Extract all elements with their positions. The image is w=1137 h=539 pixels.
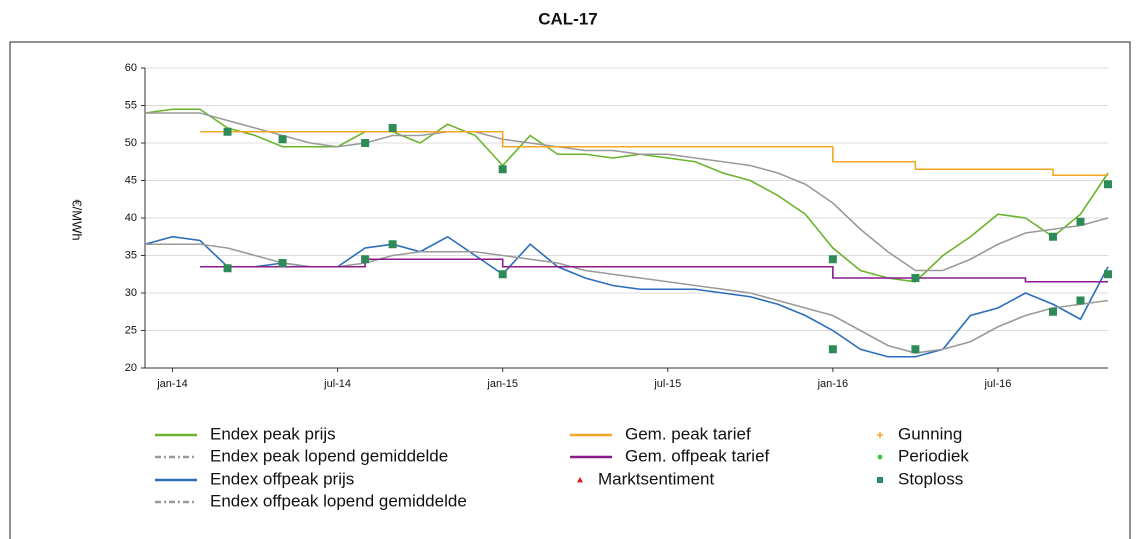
marker [828, 255, 837, 264]
marker [911, 345, 920, 354]
marker [388, 124, 397, 132]
legend-label: Stoploss [898, 469, 963, 488]
marker [498, 270, 507, 279]
y-tick-label: 20 [125, 362, 137, 374]
y-tick-label: 40 [125, 212, 137, 224]
legend-label: Marktsentiment [598, 469, 714, 488]
series-line [145, 112, 1109, 272]
chart-frame [9, 41, 1131, 539]
marker [388, 240, 397, 249]
marker [1048, 307, 1057, 316]
marker [1048, 232, 1057, 241]
y-tick-label: 35 [125, 249, 137, 261]
legend-swatch [877, 432, 883, 438]
y-tick-label: 60 [125, 62, 137, 74]
y-tick-label: 55 [125, 99, 137, 111]
series-line [144, 108, 1109, 283]
y-axis-label: €/MWh [70, 199, 85, 240]
legend-label: Endex offpeak prijs [210, 469, 354, 488]
legend-label: Endex peak lopend gemiddelde [210, 446, 448, 465]
y-tick-label: 25 [125, 324, 137, 336]
marker [911, 274, 920, 282]
y-tick-label: 30 [125, 287, 137, 299]
marker [1104, 180, 1112, 189]
legend-label: Gem. peak tarief [625, 424, 751, 443]
x-tick-label: jan-15 [486, 378, 518, 390]
marker [498, 165, 507, 174]
marker [223, 127, 232, 136]
legend-swatch [877, 477, 883, 483]
marker [278, 259, 287, 267]
chart-title: CAL-17 [538, 9, 598, 28]
y-tick-label: 45 [125, 174, 137, 186]
x-tick-label: jul-16 [983, 378, 1011, 390]
marker [828, 345, 837, 354]
series-line [145, 243, 1109, 354]
series-line [200, 130, 1108, 177]
legend-label: Gunning [898, 424, 962, 443]
x-tick-label: jul-15 [653, 378, 681, 390]
x-tick-label: jan-16 [817, 378, 849, 390]
series-line [144, 235, 1109, 358]
x-tick-label: jan-14 [156, 378, 188, 390]
legend-label: Periodiek [898, 446, 969, 465]
x-tick-label: jul-14 [323, 378, 351, 390]
legend-swatch [877, 454, 883, 460]
marker [223, 264, 232, 273]
marker [361, 139, 370, 147]
marker [361, 255, 370, 264]
marker [1076, 217, 1085, 226]
legend-label: Endex offpeak lopend gemiddelde [210, 491, 467, 510]
series-line [200, 258, 1108, 283]
legend-label: Endex peak prijs [210, 424, 336, 443]
legend-swatch [577, 477, 583, 483]
marker [278, 135, 287, 144]
marker [1076, 296, 1085, 305]
legend-label: Gem. offpeak tarief [625, 446, 770, 465]
marker [1104, 270, 1112, 279]
y-tick-label: 50 [125, 137, 137, 149]
